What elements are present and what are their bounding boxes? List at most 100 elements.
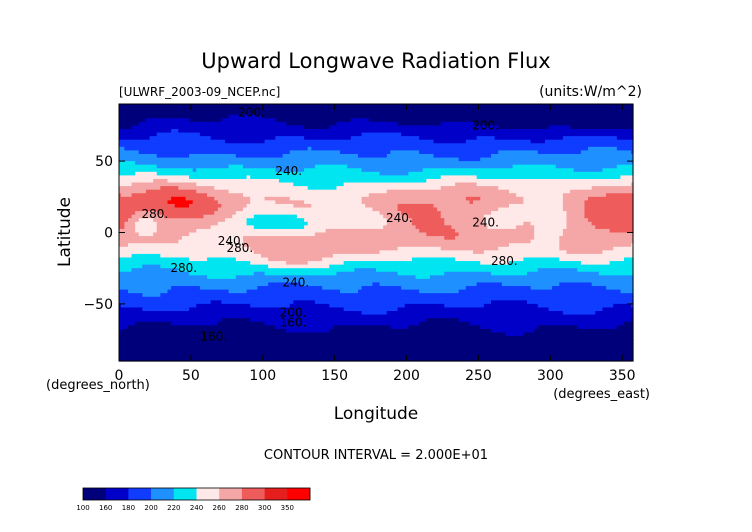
x-tick-label: 50 xyxy=(182,368,200,384)
contour-cell xyxy=(119,125,133,130)
contour-cell xyxy=(304,218,388,223)
contour-value-label: 280. xyxy=(226,241,253,255)
contour-cell xyxy=(534,328,634,334)
contour-value-label: 280. xyxy=(170,261,197,275)
contour-cell xyxy=(264,271,338,276)
contour-cell xyxy=(119,303,122,309)
contour-cell xyxy=(228,289,248,294)
contour-cell xyxy=(196,168,276,173)
contour-cell xyxy=(433,153,492,159)
contour-cell xyxy=(286,121,338,127)
contour-cell xyxy=(491,300,528,305)
contour-cell xyxy=(135,225,158,230)
contour-cell xyxy=(401,132,634,137)
contour-cell xyxy=(119,186,161,191)
contour-cell xyxy=(361,286,402,291)
contour-cell xyxy=(119,246,251,251)
contour-cell xyxy=(119,104,634,109)
contour-cell xyxy=(253,250,381,255)
contour-cell xyxy=(314,164,348,169)
contour-cell xyxy=(214,196,251,201)
contour-cell xyxy=(119,189,147,194)
contour-cell xyxy=(426,318,460,323)
contour-cell xyxy=(119,328,122,334)
colorbar-tick-label: 300 xyxy=(258,504,271,512)
contour-cell xyxy=(119,200,169,205)
contour-cell xyxy=(386,218,413,223)
contour-cell xyxy=(131,268,179,273)
contour-cell xyxy=(138,121,287,127)
contour-cell xyxy=(142,264,161,269)
contour-cell xyxy=(616,325,634,330)
contour-cell xyxy=(250,200,276,205)
contour-cell xyxy=(361,311,388,316)
contour-cell xyxy=(483,221,524,226)
contour-cell xyxy=(232,214,255,219)
contour-cell xyxy=(591,221,634,226)
contour-cell xyxy=(455,228,535,234)
colorbar-frame xyxy=(82,487,311,501)
contour-cell xyxy=(480,261,510,266)
contour-cell xyxy=(379,250,474,255)
contour-cell xyxy=(119,118,147,123)
contour-cell xyxy=(455,236,535,241)
contour-cell xyxy=(397,121,442,127)
contour-cell xyxy=(361,196,467,201)
x-tick-label: 150 xyxy=(321,368,348,384)
contour-cell xyxy=(562,228,611,234)
contour-cell xyxy=(293,300,316,305)
contour-cell xyxy=(120,328,287,334)
contour-cell xyxy=(275,325,334,330)
colorbar-tick-label: 240 xyxy=(190,504,203,512)
contour-cell xyxy=(120,303,197,309)
contour-cell xyxy=(119,111,634,116)
contour-cell xyxy=(119,193,122,198)
contour-cell xyxy=(246,203,294,209)
contour-cell xyxy=(243,236,445,241)
contour-cell xyxy=(174,203,190,209)
colorbar-swatch xyxy=(241,488,265,500)
contour-cell xyxy=(631,182,634,187)
contour-cell xyxy=(566,250,604,255)
contour-cell xyxy=(602,250,634,255)
contour-cell xyxy=(178,239,244,244)
contour-cell xyxy=(444,236,456,241)
contour-cell xyxy=(537,268,578,273)
contour-cell xyxy=(559,282,593,287)
contour-cell xyxy=(304,125,330,130)
contour-cell xyxy=(523,332,634,337)
contour-cell xyxy=(491,271,528,276)
contour-cell xyxy=(383,214,409,219)
contour-cell xyxy=(469,200,474,205)
contour-cell xyxy=(119,214,133,219)
contour-cell xyxy=(336,271,399,276)
contour-cell xyxy=(311,203,366,209)
contour-cell xyxy=(160,264,269,269)
contour-cell xyxy=(498,207,564,212)
contour-cell xyxy=(207,257,237,262)
contour-cell xyxy=(440,121,474,127)
contour-cell xyxy=(440,211,492,216)
contour-cell xyxy=(138,232,154,237)
contour-cell xyxy=(512,164,557,169)
contour-cell xyxy=(275,136,305,141)
contour-cell xyxy=(455,182,478,187)
contour-cell xyxy=(119,257,190,262)
contour-cell xyxy=(131,214,165,219)
contour-cell xyxy=(268,282,302,287)
contour-value-label: 160. xyxy=(280,315,307,329)
contour-cell xyxy=(606,286,634,291)
contour-cell xyxy=(243,164,316,169)
contour-cell xyxy=(530,286,553,291)
contour-cell xyxy=(119,143,634,148)
contour-cell xyxy=(397,207,438,212)
contour-cell xyxy=(408,171,634,176)
contour-cell xyxy=(616,146,634,151)
contour-cell xyxy=(595,311,634,316)
contour-cell xyxy=(343,307,399,312)
colorbar-swatch xyxy=(264,488,288,500)
contour-cell xyxy=(523,200,564,205)
contour-cell xyxy=(350,136,420,141)
contour-cell xyxy=(250,318,427,323)
contour-cell xyxy=(534,232,564,237)
